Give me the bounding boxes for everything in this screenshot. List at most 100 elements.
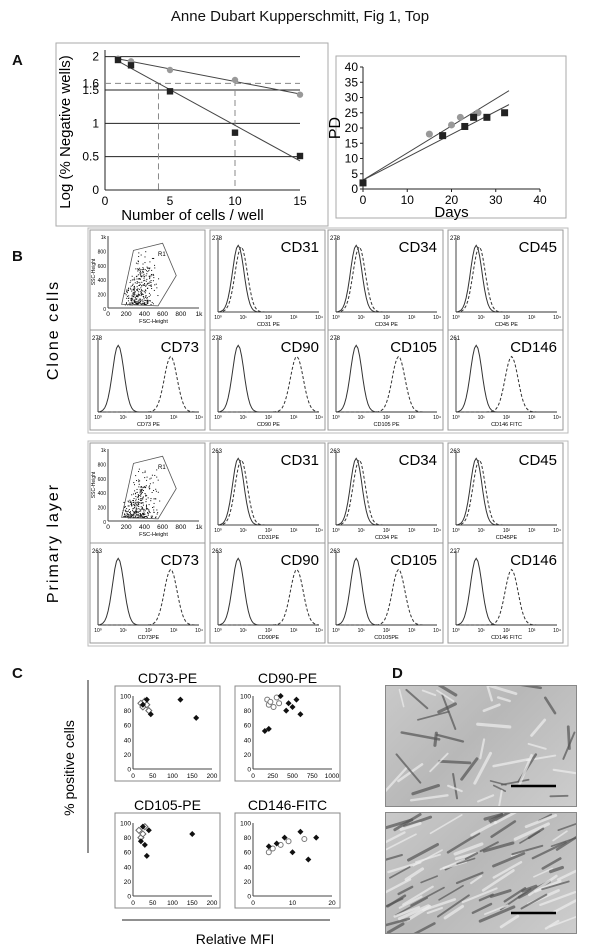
cell-shape xyxy=(541,880,570,891)
cell-shape xyxy=(470,820,497,837)
event-dot xyxy=(142,299,144,301)
event-dot xyxy=(124,513,126,515)
event-dot xyxy=(136,488,138,490)
event-dot xyxy=(137,301,139,303)
x-tick-label: 150 xyxy=(187,900,198,907)
event-dot xyxy=(146,476,148,478)
event-dot xyxy=(144,477,146,479)
cell-shape xyxy=(397,763,424,783)
event-dot xyxy=(140,515,142,517)
event-dot xyxy=(139,298,141,300)
event-dot xyxy=(146,507,148,509)
event-dot xyxy=(144,292,146,294)
event-dot xyxy=(157,295,159,297)
x-tick-label: 10⁰ xyxy=(214,628,222,634)
x-tick-label: 10⁴ xyxy=(195,628,203,634)
event-dot xyxy=(143,268,145,270)
event-dot xyxy=(141,275,143,277)
event-dot xyxy=(146,495,148,497)
event-dot xyxy=(140,486,142,488)
event-dot xyxy=(144,269,146,271)
log-negative-wells-chart: 0 0.5 1 1.5 2 0 5 10 15 1.6 Number of cells / well… xyxy=(55,42,329,227)
event-dot xyxy=(146,266,148,268)
cell-shape xyxy=(483,904,509,916)
event-dot xyxy=(143,275,145,277)
event-dot xyxy=(138,252,140,254)
event-dot xyxy=(136,508,138,510)
marker-histogram xyxy=(217,459,319,526)
event-dot xyxy=(144,513,146,515)
data-point xyxy=(425,130,433,138)
event-dot xyxy=(155,283,157,285)
event-dot xyxy=(134,503,136,505)
event-dot xyxy=(126,513,128,515)
event-dot xyxy=(124,506,126,508)
event-dot xyxy=(140,275,142,277)
event-dot xyxy=(133,511,135,513)
cell-shape xyxy=(552,768,576,775)
y-tick-label: 35 xyxy=(345,75,359,89)
event-dot xyxy=(129,302,131,304)
event-dot xyxy=(133,294,135,296)
x-tick-label: 10¹ xyxy=(240,415,248,421)
event-dot xyxy=(148,510,150,512)
event-dot xyxy=(153,277,155,279)
annotation-label: 1.6 xyxy=(82,76,99,90)
event-dot xyxy=(145,504,147,506)
x-axis-label: CD90PE xyxy=(258,635,280,641)
data-point xyxy=(296,152,304,160)
y-tick-label: 30 xyxy=(345,91,359,105)
cell-shape xyxy=(486,686,493,702)
y-max-label: 263 xyxy=(330,449,341,455)
event-dot xyxy=(138,494,140,496)
cell-shape xyxy=(421,689,437,697)
cell-morphology-image xyxy=(386,813,576,933)
event-dot xyxy=(129,512,131,514)
y-max-label: 278 xyxy=(212,336,223,342)
event-dot xyxy=(140,489,142,491)
event-dot xyxy=(159,500,161,502)
cell-shape xyxy=(437,702,457,714)
cell-shape xyxy=(493,813,517,825)
plot-title: CD105-PE xyxy=(134,797,201,813)
x-tick-label: 10² xyxy=(265,415,273,421)
cell-shape xyxy=(544,919,560,930)
event-dot xyxy=(147,271,149,273)
event-dot xyxy=(146,479,148,481)
event-dot xyxy=(133,482,135,484)
event-dot xyxy=(137,261,139,263)
x-axis-label: CD34 PE xyxy=(375,322,398,328)
cell-shape xyxy=(386,766,408,793)
event-dot xyxy=(141,502,143,504)
event-dot xyxy=(143,296,145,298)
x-tick-label: 10² xyxy=(145,415,153,421)
event-dot xyxy=(123,516,125,518)
event-dot xyxy=(139,491,141,493)
event-dot xyxy=(131,494,133,496)
event-dot xyxy=(149,267,151,269)
data-point xyxy=(141,841,148,848)
event-dot xyxy=(135,295,137,297)
event-dot xyxy=(132,510,134,512)
cell-shape xyxy=(490,820,517,839)
data-point xyxy=(470,113,478,121)
event-dot xyxy=(142,301,144,303)
event-dot xyxy=(132,499,134,501)
event-dot xyxy=(143,297,145,299)
event-dot xyxy=(129,514,131,516)
event-dot xyxy=(145,290,147,292)
event-dot xyxy=(141,281,143,283)
event-dot xyxy=(145,284,147,286)
event-dot xyxy=(146,508,148,510)
event-dot xyxy=(148,282,150,284)
event-dot xyxy=(142,271,144,273)
event-dot xyxy=(150,515,152,517)
event-dot xyxy=(144,301,146,303)
event-dot xyxy=(139,492,141,494)
event-dot xyxy=(139,298,141,300)
event-dot xyxy=(152,280,154,282)
cell-shape xyxy=(528,874,558,897)
event-dot xyxy=(140,490,142,492)
